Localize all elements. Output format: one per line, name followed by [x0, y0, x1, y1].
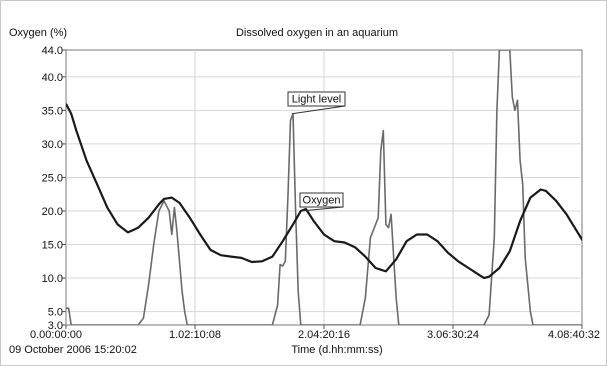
annotation-leader — [300, 206, 344, 212]
annotation-leader — [291, 105, 346, 115]
chart-title: Dissolved oxygen in an aquarium — [235, 27, 399, 39]
annotation-box — [287, 91, 346, 107]
oxygen-annotation-label: Oxygen — [303, 195, 341, 207]
annotation-box — [299, 192, 344, 208]
y-tick-label: 3.0 — [48, 320, 63, 332]
x-tick-label: 0.00:00:00 — [30, 329, 82, 341]
y-tick-label: 25.0 — [42, 172, 63, 184]
y-tick-label: 10.0 — [42, 273, 63, 285]
y-tick-label: 35.0 — [42, 105, 63, 117]
y-tick-label: 40.0 — [42, 72, 63, 84]
x-axis-label: Time (d.hh:mm:ss) — [291, 344, 383, 356]
y-tick-label: 15.0 — [42, 240, 63, 252]
y-tick-label: 30.0 — [42, 139, 63, 151]
light-level-series-line — [66, 50, 582, 325]
x-tick-label: 2.04:20:16 — [298, 329, 350, 341]
x-tick-label: 3.06:30:24 — [427, 329, 479, 341]
y-tick-label: 20.0 — [42, 206, 63, 218]
y-tick-label: 44.0 — [42, 45, 63, 57]
oxygen-series-line — [66, 103, 582, 280]
recording-timestamp: 09 October 2006 15:20:02 — [9, 344, 137, 356]
light-level-annotation-label: Light level — [292, 94, 342, 106]
y-axis-label: Oxygen (%) — [9, 27, 68, 39]
x-tick-label: 1.02:10:08 — [169, 329, 221, 341]
x-tick-label: 4.08:40:32 — [548, 329, 600, 341]
y-tick-label: 5.0 — [48, 307, 63, 319]
